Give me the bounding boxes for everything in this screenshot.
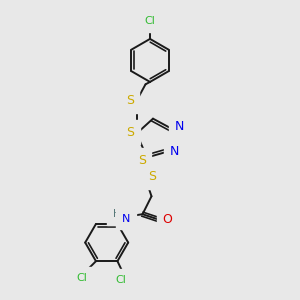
Text: S: S: [126, 94, 134, 107]
Text: N: N: [174, 120, 184, 133]
Text: S: S: [148, 170, 156, 183]
Text: O: O: [162, 213, 172, 226]
Text: Cl: Cl: [115, 275, 126, 285]
Text: H: H: [113, 209, 120, 219]
Text: S: S: [138, 154, 146, 167]
Text: N: N: [170, 145, 179, 158]
Text: N: N: [122, 214, 130, 224]
Text: S: S: [127, 126, 135, 139]
Text: Cl: Cl: [76, 273, 87, 283]
Text: Cl: Cl: [145, 16, 155, 26]
